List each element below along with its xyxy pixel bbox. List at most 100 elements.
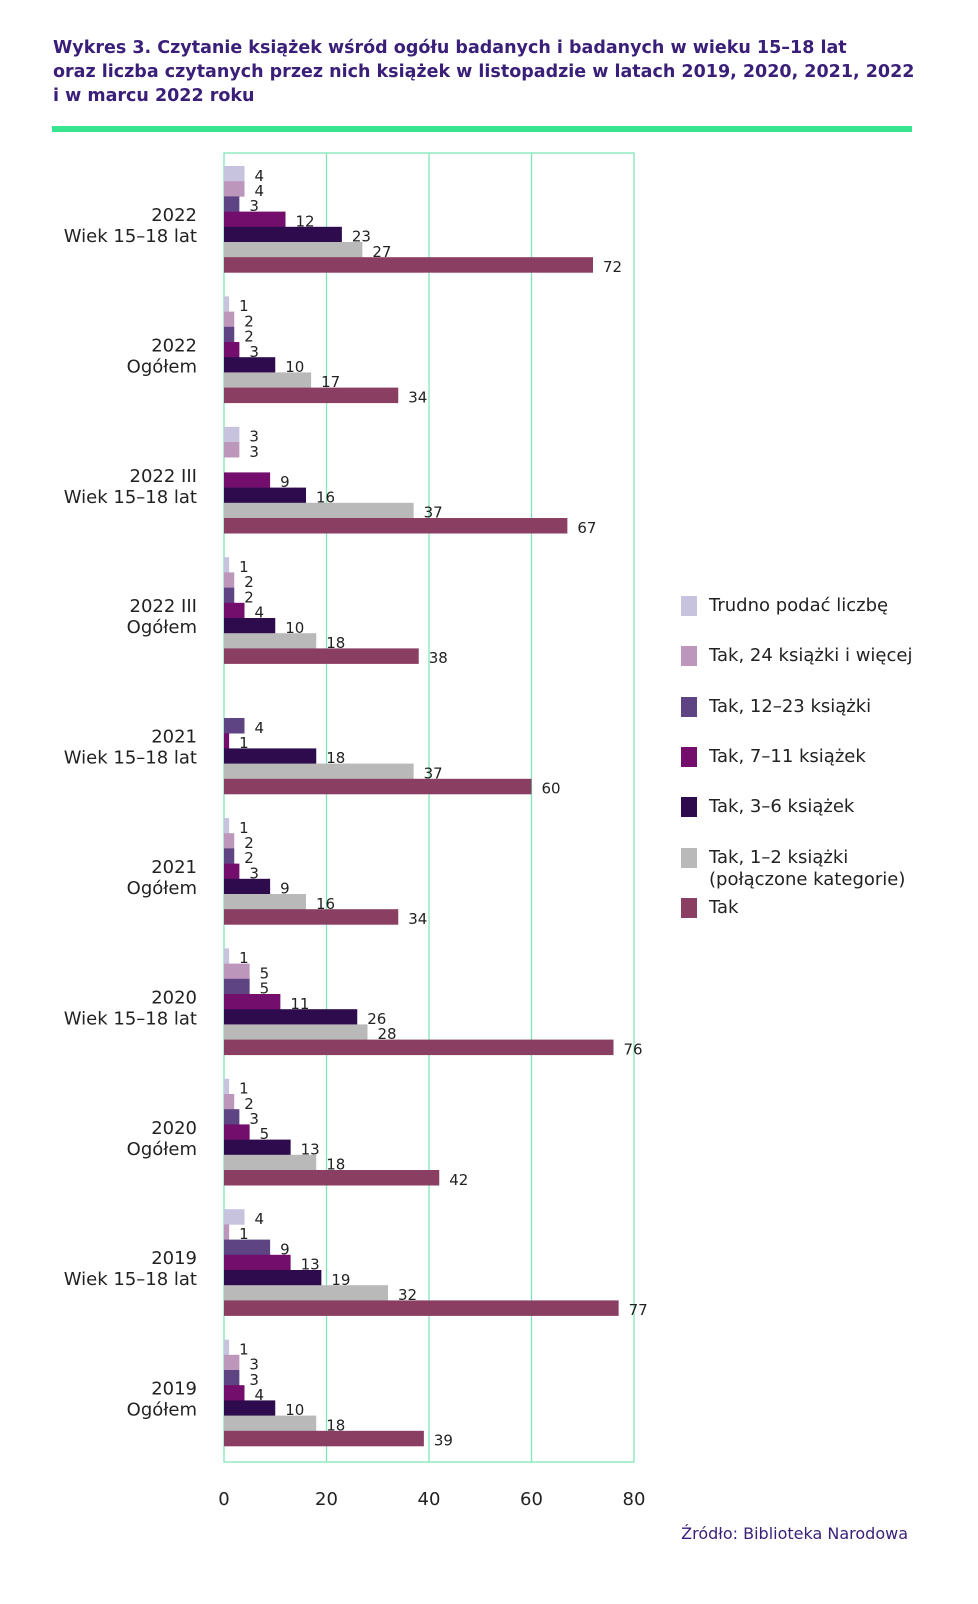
data-label: 1 (239, 734, 249, 752)
x-tick-label: 20 (315, 1489, 338, 1510)
legend-swatch (681, 596, 697, 616)
bar (224, 833, 235, 849)
data-label: 17 (321, 373, 340, 391)
bar (224, 196, 240, 212)
bar (224, 387, 399, 404)
data-label: 1 (239, 297, 249, 315)
bar (224, 472, 271, 488)
category-label-group: Ogółem (127, 1139, 197, 1160)
bar (224, 718, 245, 734)
bar (224, 618, 276, 634)
bar (224, 1209, 245, 1225)
data-label: 1 (239, 558, 249, 576)
data-label: 13 (301, 1140, 320, 1158)
data-label: 12 (296, 212, 315, 230)
legend-label: Tak, 24 książki i więcej (709, 645, 913, 667)
data-label: 16 (316, 488, 335, 506)
category-label-group: Wiek 15–18 lat (64, 1008, 197, 1029)
title-line-1: Wykres 3. Czytanie książek wśród ogółu b… (53, 38, 847, 58)
bar (224, 1339, 230, 1356)
category-label-group: Ogółem (127, 356, 197, 377)
bar (224, 1270, 322, 1286)
bar (224, 1430, 424, 1447)
x-tick-label: 40 (418, 1489, 441, 1510)
data-label: 37 (424, 764, 443, 782)
bar (224, 1170, 440, 1186)
category-label-group: Wiek 15–18 lat (64, 487, 197, 508)
data-label: 4 (255, 719, 265, 737)
data-label: 2 (244, 588, 254, 606)
data-label: 76 (624, 1040, 643, 1058)
bar (224, 296, 230, 312)
data-label: 11 (290, 995, 309, 1013)
data-label: 3 (249, 443, 259, 461)
data-label: 1 (239, 819, 249, 837)
data-label: 13 (301, 1256, 320, 1274)
bar (224, 602, 245, 619)
data-label: 5 (260, 964, 270, 982)
bar (224, 1094, 235, 1110)
chart-title: Wykres 3. Czytanie książek wśród ogółu b… (53, 36, 933, 108)
data-label: 77 (629, 1301, 648, 1319)
category-label-group: Wiek 15–18 lat (64, 226, 197, 247)
category-label-year: 2019 (151, 1248, 197, 1269)
data-label: 3 (249, 343, 259, 361)
bar (224, 1254, 291, 1271)
bar (224, 978, 250, 995)
bar (224, 1124, 250, 1140)
x-tick-label: 0 (218, 1489, 229, 1510)
bar (224, 1370, 240, 1386)
data-label: 2 (244, 573, 254, 591)
data-label: 2 (244, 312, 254, 330)
bar (224, 948, 230, 964)
data-label: 18 (326, 749, 345, 767)
bar (224, 848, 235, 864)
data-label: 4 (255, 1386, 265, 1404)
bar (224, 226, 342, 243)
data-label: 18 (326, 1156, 345, 1174)
bar (224, 1109, 240, 1125)
bar (224, 166, 245, 182)
category-label-year: 2021 (151, 727, 197, 748)
data-label: 38 (429, 649, 448, 667)
data-label: 67 (577, 519, 596, 537)
data-label: 5 (260, 1125, 270, 1143)
bar (224, 778, 532, 795)
data-label: 2 (244, 834, 254, 852)
bar (224, 587, 235, 604)
data-label: 1 (239, 1080, 249, 1098)
legend-label: Tak, 3–6 książek (709, 796, 855, 818)
bar (224, 1285, 388, 1301)
category-label-year: 2022 III (130, 596, 197, 617)
bar (224, 211, 286, 228)
bar (224, 633, 317, 649)
data-label: 3 (249, 1110, 259, 1128)
legend-swatch (681, 847, 697, 868)
legend-label: Trudno podać liczbę (709, 595, 889, 616)
bar (224, 1024, 368, 1040)
bar (224, 878, 271, 895)
category-label-group: Ogółem (127, 617, 197, 638)
category-label-group: Wiek 15–18 lat (64, 1269, 197, 1290)
data-label: 9 (280, 1240, 290, 1258)
bar (224, 442, 240, 458)
data-label: 60 (542, 780, 561, 798)
bar (224, 372, 312, 388)
legend-swatch (681, 797, 697, 818)
data-label: 1 (239, 1340, 249, 1358)
data-label: 28 (378, 1025, 397, 1043)
bar (224, 1139, 291, 1156)
x-tick-label: 80 (623, 1489, 646, 1510)
bar (224, 1239, 271, 1256)
bar (224, 557, 230, 573)
data-label: 72 (603, 258, 622, 276)
category-label-group: Ogółem (127, 878, 197, 899)
accent-rule (52, 126, 912, 132)
bar (224, 863, 240, 880)
bar (224, 1224, 230, 1240)
data-label: 4 (255, 1210, 265, 1228)
bar (224, 1354, 240, 1371)
legend-label: Tak, 7–11 książek (709, 745, 866, 767)
category-label-year: 2022 III (130, 466, 197, 487)
